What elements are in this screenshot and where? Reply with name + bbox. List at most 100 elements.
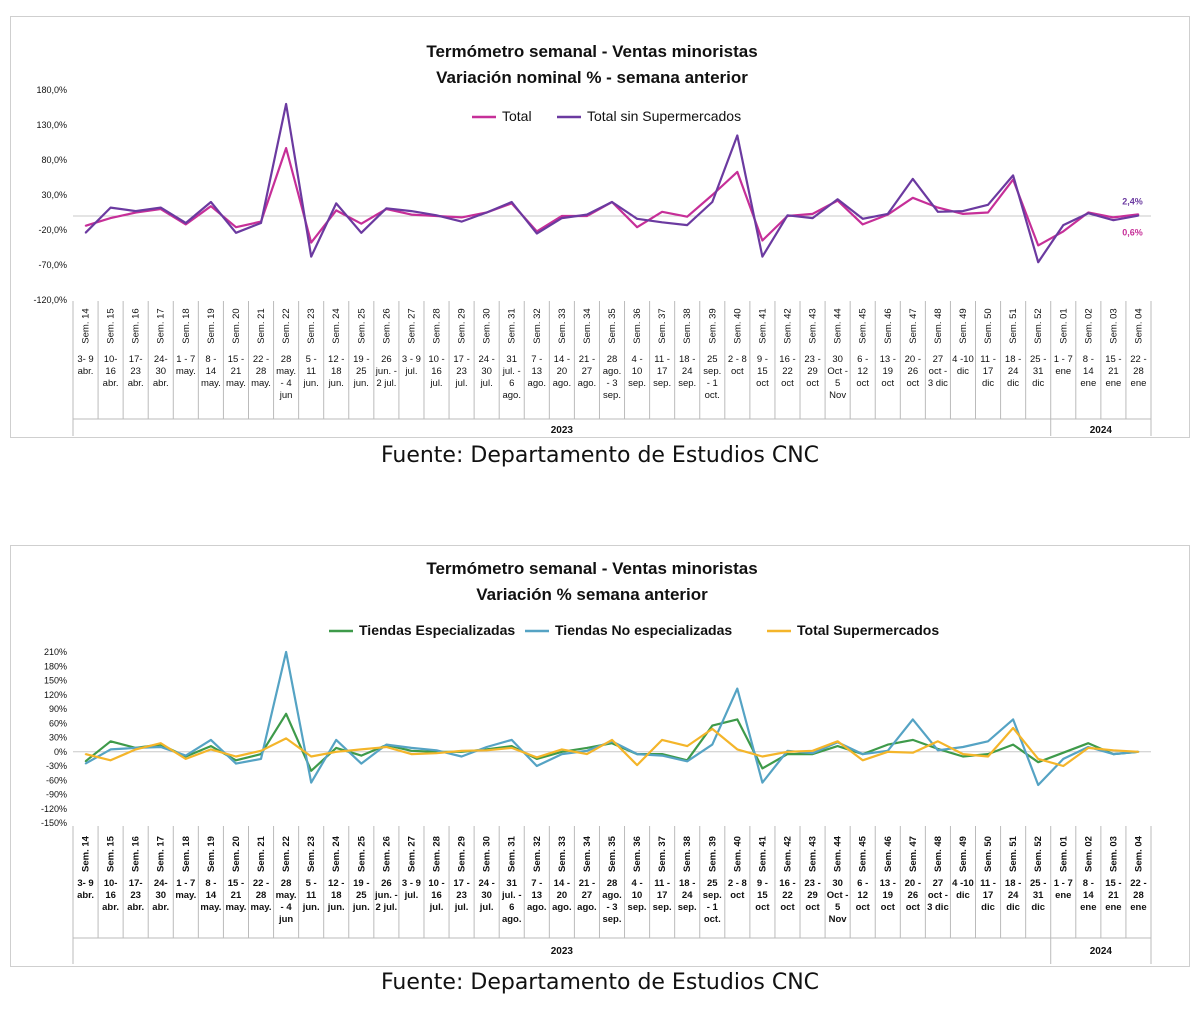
x-tick-date-label: sep. — [653, 902, 672, 913]
x-tick-date-label: 25 - — [1030, 354, 1046, 365]
x-tick-date-label: 28 — [1133, 366, 1144, 377]
x-tick-date-label: jul. - — [502, 366, 521, 377]
data-point — [1037, 784, 1039, 786]
x-tick-date-label: 1 - 7 — [1054, 354, 1073, 365]
data-point — [410, 747, 413, 749]
y-tick-label: -60% — [46, 775, 67, 785]
x-tick-date-label: 15 — [757, 366, 768, 377]
data-point — [786, 753, 789, 755]
x-tick-date-label: oct — [881, 378, 894, 389]
x-tick-date-label: 17 - — [453, 354, 469, 365]
x-tick-date-label: ene — [1055, 366, 1071, 377]
x-tick-date-label: 3 dic — [927, 902, 949, 913]
data-point — [285, 147, 287, 149]
x-tick-week-label: Sem. 29 — [457, 836, 468, 872]
x-tick-date-label: oct — [730, 890, 745, 901]
data-point — [385, 207, 388, 210]
data-point — [360, 754, 363, 757]
x-tick-date-label: 10 - — [428, 878, 444, 889]
x-tick-week-label: Sem. 52 — [1033, 836, 1044, 872]
data-point — [962, 755, 964, 758]
x-tick-date-label: 14 — [206, 890, 217, 901]
x-tick-date-label: 17 — [983, 366, 994, 377]
x-tick-date-label: 8 - — [1083, 354, 1094, 365]
x-tick-date-label: 4 -10 — [952, 354, 974, 365]
x-tick-week-label: Sem. 15 — [106, 835, 117, 872]
data-point — [811, 750, 814, 752]
legend-label: Total — [502, 108, 532, 124]
x-tick-date-label: 21 — [1108, 890, 1119, 901]
x-tick-date-label: 26 — [381, 878, 392, 889]
x-tick-week-label: Sem. 42 — [782, 308, 793, 343]
x-tick-week-label: Sem. 51 — [1008, 308, 1019, 343]
x-tick-week-label: Sem. 52 — [1033, 308, 1044, 343]
x-tick-week-label: Sem. 26 — [381, 308, 392, 343]
x-tick-date-label: 21 — [231, 366, 242, 377]
data-point — [1087, 212, 1090, 214]
data-point — [661, 739, 663, 741]
x-tick-date-label: 16 — [105, 366, 116, 377]
x-tick-date-label: - 4 — [281, 902, 293, 913]
x-tick-week-label: Sem. 41 — [757, 835, 768, 872]
x-tick-week-label: Sem. 18 — [181, 308, 192, 343]
x-tick-date-label: jun. — [302, 902, 320, 913]
x-tick-date-label: oct — [755, 902, 770, 913]
x-tick-date-label: 2 - 8 — [728, 878, 747, 889]
data-point — [786, 750, 789, 753]
data-point — [711, 724, 714, 727]
y-tick-label: -20,0% — [38, 225, 67, 235]
data-point — [736, 171, 739, 173]
data-point — [134, 748, 137, 751]
data-point — [360, 232, 363, 234]
x-tick-week-label: Sem. 14 — [81, 835, 92, 872]
x-tick-date-label: 31 — [1033, 890, 1044, 901]
data-point — [861, 218, 864, 220]
x-tick-date-label: 10 — [632, 366, 643, 377]
x-tick-date-label: sep. — [678, 902, 697, 913]
x-tick-date-label: 20 — [557, 890, 568, 901]
data-point — [561, 217, 563, 219]
data-point — [535, 232, 538, 235]
data-point — [937, 211, 939, 213]
data-point — [561, 750, 563, 753]
x-tick-date-label: 8 - — [1083, 878, 1094, 889]
x-tick-week-label: Sem. 40 — [732, 836, 743, 872]
x-tick-date-label: 22 - — [1130, 354, 1146, 365]
x-tick-date-label: 18 - — [1005, 878, 1021, 889]
x-tick-date-label: 12 - — [328, 354, 344, 365]
data-point — [1112, 219, 1115, 221]
x-tick-date-label: Nov — [829, 914, 848, 925]
data-point — [134, 210, 137, 212]
x-tick-date-label: 5 - — [306, 354, 317, 365]
x-tick-week-label: Sem. 49 — [958, 308, 969, 343]
x-tick-date-label: jul. — [404, 890, 419, 901]
x-tick-week-label: Sem. 30 — [482, 836, 493, 872]
data-point — [711, 201, 714, 203]
x-tick-week-label: Sem. 04 — [1133, 835, 1144, 872]
x-tick-date-label: sep. — [628, 902, 647, 913]
x-tick-date-label: jun. — [328, 378, 344, 389]
x-tick-date-label: 6 — [509, 378, 514, 389]
x-tick-date-label: 31 — [506, 354, 517, 365]
data-point — [586, 750, 588, 752]
data-label: 0,6% — [1122, 228, 1143, 238]
x-tick-week-label: Sem. 16 — [131, 308, 142, 343]
data-point — [1062, 758, 1065, 760]
x-tick-date-label: oct — [805, 902, 820, 913]
x-tick-week-label: Sem. 34 — [582, 835, 593, 872]
x-tick-week-label: Sem. 28 — [432, 308, 443, 343]
x-tick-date-label: 16 — [431, 366, 442, 377]
data-point — [886, 750, 889, 753]
data-point — [460, 755, 463, 758]
data-point — [210, 739, 212, 741]
data-point — [460, 220, 463, 223]
data-point — [912, 178, 914, 180]
x-tick-date-label: oct - — [929, 366, 947, 377]
x-tick-date-label: oct — [856, 902, 871, 913]
data-point — [886, 743, 889, 746]
x-tick-date-label: 23 — [456, 890, 467, 901]
x-tick-date-label: 22 — [782, 366, 793, 377]
x-tick-date-label: dic — [1007, 378, 1019, 389]
x-tick-date-label: 21 - — [579, 878, 595, 889]
data-point — [1087, 747, 1090, 749]
